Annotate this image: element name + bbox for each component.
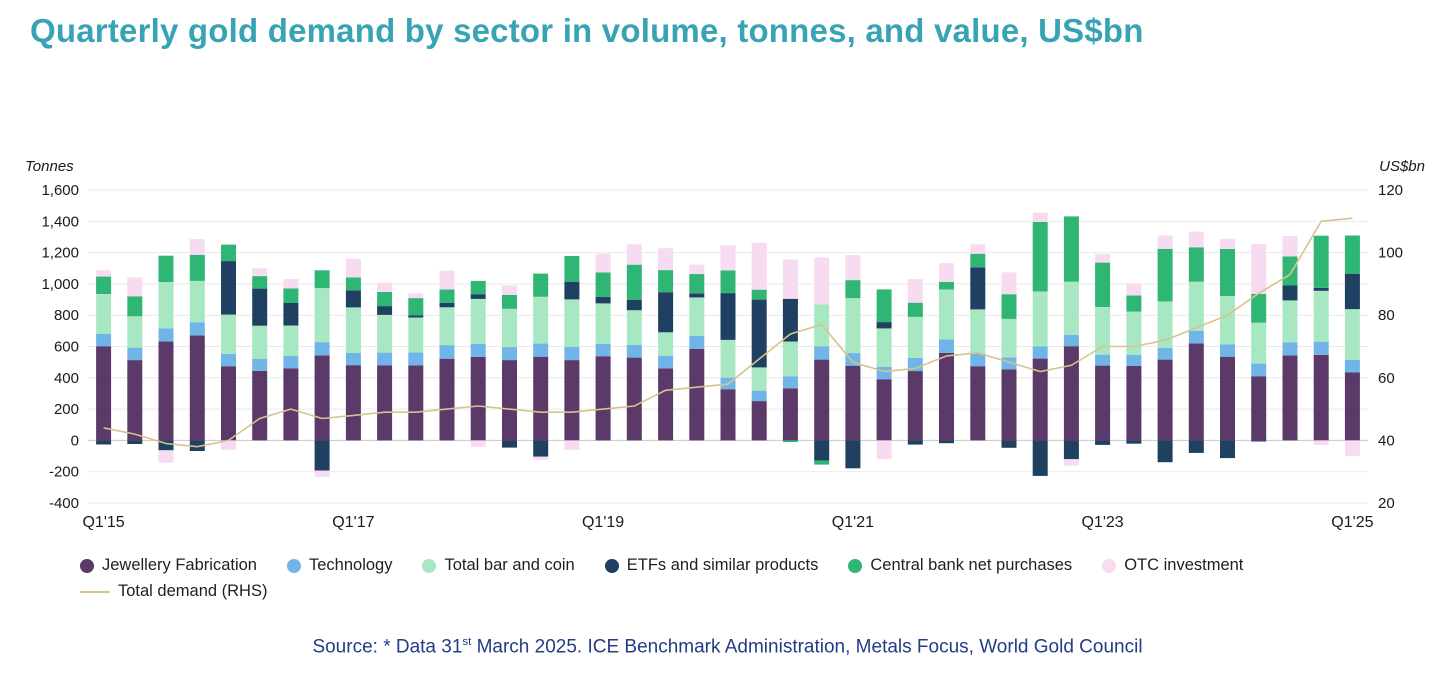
svg-text:0: 0 [71, 432, 79, 449]
svg-text:Q1'21: Q1'21 [832, 514, 874, 531]
svg-text:20: 20 [1378, 495, 1395, 512]
right-axis-caption: US$bn [1379, 158, 1425, 175]
legend-item: Total bar and coin [422, 556, 575, 575]
source-note: Source: * Data 31st March 2025. ICE Benc… [0, 636, 1455, 658]
source-superscript: st [462, 636, 472, 648]
legend-label: Total demand (RHS) [118, 582, 268, 600]
svg-text:120: 120 [1378, 182, 1403, 199]
svg-text:1,400: 1,400 [41, 213, 79, 230]
legend-swatch-icon [80, 558, 94, 573]
legend-row-line: Total demand (RHS) [80, 582, 1420, 601]
svg-text:40: 40 [1378, 432, 1395, 449]
source-text-prefix: Source: * Data 31 [312, 636, 463, 658]
stacked-bar-chart: -400 -200 0 200 400 600 800 1,000 1,200 1,400 1,60… [41, 182, 1403, 531]
svg-text:1,600: 1,600 [41, 182, 79, 199]
svg-text:600: 600 [54, 339, 79, 356]
legend-item-line: Total demand (RHS) [80, 582, 267, 601]
svg-text:1,000: 1,000 [41, 276, 79, 293]
svg-text:1,200: 1,200 [41, 245, 79, 262]
legend-swatch-icon [286, 558, 301, 573]
x-axis-labels: Q1'15 Q1'17 Q1'19 Q1'21 Q1'23 Q1'25 [82, 514, 1373, 531]
legend: Jewellery Fabrication Technology Total bar… [80, 556, 1420, 608]
svg-text:200: 200 [54, 401, 79, 418]
svg-text:Q1'19: Q1'19 [582, 514, 624, 531]
svg-text:80: 80 [1378, 307, 1395, 324]
svg-text:Q1'25: Q1'25 [1331, 514, 1373, 531]
svg-text:-200: -200 [49, 464, 79, 481]
legend-label: Technology [308, 556, 393, 574]
svg-text:100: 100 [1378, 245, 1403, 262]
legend-item: OTC investment [1102, 556, 1243, 575]
legend-label: Total bar and coin [444, 556, 575, 574]
legend-swatch-icon [848, 558, 863, 573]
svg-text:60: 60 [1378, 370, 1395, 387]
legend-label: ETFs and similar products [626, 556, 819, 574]
legend-row-series: Jewellery Fabrication Technology Total bar… [80, 556, 1420, 575]
svg-text:Q1'17: Q1'17 [332, 514, 374, 531]
chart-title: Quarterly gold demand by sector in volum… [30, 12, 1144, 49]
legend-item: Technology [286, 556, 393, 575]
legend-swatch-icon [1102, 558, 1117, 573]
total-demand-line [103, 217, 1353, 448]
left-axis-caption: Tonnes [25, 158, 74, 175]
legend-line-swatch-icon [80, 590, 110, 593]
legend-item: Central bank net purchases [848, 556, 1072, 575]
svg-text:Q1'23: Q1'23 [1081, 514, 1123, 531]
legend-item: Jewellery Fabrication [80, 556, 257, 575]
svg-text:-400: -400 [49, 495, 79, 512]
svg-text:400: 400 [54, 370, 79, 387]
gridlines-and-ticks: -400 -200 0 200 400 600 800 1,000 1,200 1,400 1,60… [41, 182, 1403, 512]
legend-item: ETFs and similar products [604, 556, 819, 575]
legend-swatch-icon [422, 558, 437, 573]
legend-label: Jewellery Fabrication [102, 556, 257, 574]
source-text-suffix: March 2025. ICE Benchmark Administration… [471, 636, 1143, 658]
legend-label: Central bank net purchases [870, 556, 1073, 574]
bar-series [96, 212, 1360, 477]
svg-text:800: 800 [54, 307, 79, 324]
legend-swatch-icon [604, 558, 619, 573]
legend-label: OTC investment [1124, 556, 1244, 574]
svg-text:Q1'15: Q1'15 [82, 514, 124, 531]
